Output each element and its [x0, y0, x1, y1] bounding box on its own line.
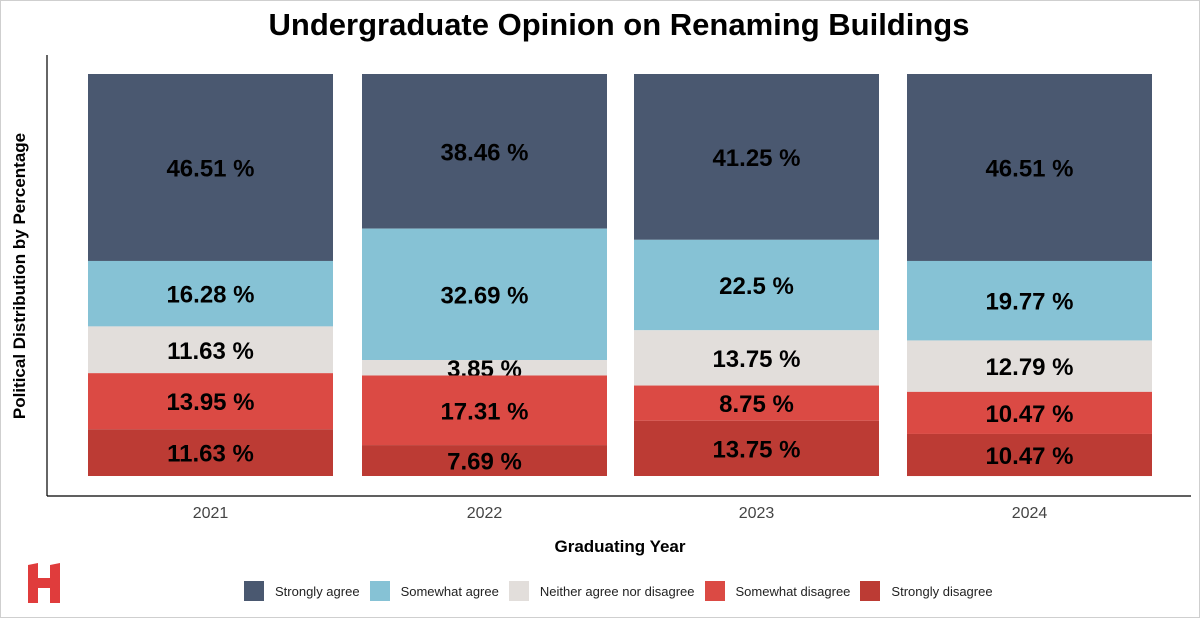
- data-label-2024-0: 46.51 %: [985, 155, 1073, 182]
- legend-swatch-2: [508, 581, 529, 601]
- data-label-2024-2: 12.79 %: [985, 354, 1073, 381]
- data-label-2023-4: 13.75 %: [712, 436, 800, 463]
- data-label-2022-1: 32.69 %: [440, 282, 528, 309]
- data-label-2022-3: 17.31 %: [440, 398, 528, 425]
- x-tick-label-2023: 2023: [739, 505, 775, 522]
- legend-swatch-0: [244, 581, 264, 601]
- chart-title: Undergraduate Opinion on Renaming Buildi…: [268, 7, 970, 42]
- bar-segment-2024-4: [907, 433, 1152, 477]
- data-label-2021-3: 13.95 %: [166, 389, 254, 416]
- x-tick-label-2021: 2021: [193, 505, 229, 522]
- x-axis-label: Graduating Year: [554, 537, 686, 556]
- legend-swatch-4: [860, 581, 881, 601]
- data-label-2021-0: 46.51 %: [166, 155, 254, 182]
- bar-segment-2021-3: [88, 373, 333, 430]
- bar-segment-2022-1: [362, 228, 607, 361]
- legend-item-3: Somewhat disagree: [704, 581, 851, 601]
- data-label-2024-4: 10.47 %: [985, 443, 1073, 470]
- legend: Strongly agree Somewhat agree Neither agre…: [244, 578, 1003, 604]
- legend-item-1: Somewhat agree: [369, 581, 499, 601]
- bar-segment-2021-0: [88, 74, 333, 261]
- bar-segment-2022-3: [362, 375, 607, 446]
- data-label-2024-1: 19.77 %: [985, 289, 1073, 316]
- legend-item-4: Strongly disagree: [860, 581, 993, 601]
- bar-segment-2022-4: [362, 445, 607, 476]
- legend-label-3: Somewhat disagree: [735, 583, 851, 599]
- bar-segment-2023-1: [634, 239, 879, 331]
- data-label-2022-0: 38.46 %: [440, 139, 528, 166]
- data-label-2021-1: 16.28 %: [166, 282, 254, 309]
- bar-segment-2024-3: [907, 391, 1152, 434]
- bar-segment-2023-2: [634, 330, 879, 386]
- bar-segment-2023-3: [634, 385, 879, 421]
- legend-item-2: Neither agree nor disagree: [508, 581, 695, 601]
- brand-logo: [28, 563, 60, 603]
- bar-segment-2022-2: [362, 360, 607, 376]
- data-label-2021-2: 11.63 %: [167, 338, 254, 365]
- bar-segment-2022-0: [362, 74, 607, 229]
- x-tick-label-2024: 2024: [1012, 505, 1048, 522]
- logo-h-shape: [28, 563, 60, 603]
- legend-label-1: Somewhat agree: [400, 583, 499, 599]
- data-label-2021-4: 11.63 %: [167, 441, 254, 468]
- data-label-2023-3: 8.75 %: [719, 391, 794, 418]
- legend-label-4: Strongly disagree: [891, 583, 993, 599]
- bar-segment-2024-2: [907, 340, 1152, 392]
- bar-segment-2021-4: [88, 429, 333, 476]
- data-label-2024-3: 10.47 %: [985, 401, 1073, 428]
- x-tick-label-2022: 2022: [467, 505, 503, 522]
- bar-segment-2024-1: [907, 260, 1152, 341]
- plot-area: 46.51 % 16.28 % 11.63 % 13.95 % 11.63 % 2021 3…: [46, 55, 1191, 522]
- legend-item-0: Strongly agree: [244, 581, 360, 601]
- legend-swatch-1: [369, 581, 390, 601]
- data-label-2023-0: 41.25 %: [712, 145, 800, 172]
- data-label-2022-4: 7.69 %: [447, 449, 522, 476]
- bar-segment-2024-0: [907, 74, 1152, 261]
- bar-segment-2021-1: [88, 260, 333, 327]
- bar-segment-2023-0: [634, 74, 879, 240]
- legend-label-0: Strongly agree: [275, 583, 360, 599]
- bar-segment-2023-4: [634, 420, 879, 476]
- data-label-2023-1: 22.5 %: [719, 273, 794, 300]
- data-label-2023-2: 13.75 %: [712, 346, 800, 373]
- bar-segment-2021-2: [88, 326, 333, 374]
- legend-label-2: Neither agree nor disagree: [539, 583, 695, 599]
- legend-swatch-3: [704, 581, 725, 601]
